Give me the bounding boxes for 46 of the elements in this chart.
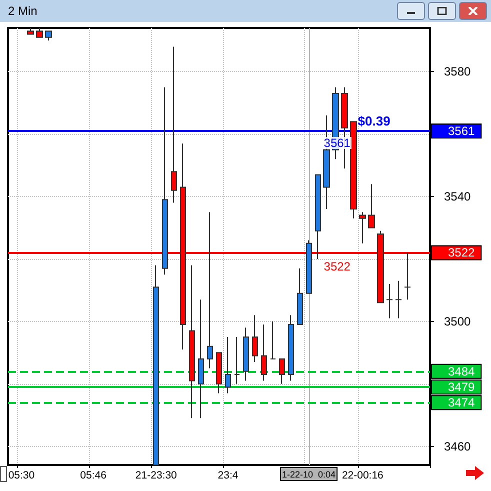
x-tick-label: 05:30 (8, 470, 35, 482)
candlestick (288, 314, 294, 382)
candlestick (350, 121, 357, 219)
ref-line-label: 3479 (448, 380, 476, 394)
y-tick-label: 3500 (444, 314, 472, 328)
ref-line-label: 3474 (448, 396, 476, 410)
candlestick (162, 86, 168, 276)
x-tick-label: 05:46 (80, 470, 107, 482)
candlestick (368, 184, 375, 228)
candlestick (189, 264, 195, 419)
candlestick (45, 30, 52, 41)
candlestick (36, 28, 43, 38)
candlestick (225, 336, 231, 394)
ref-line-label: 3484 (448, 364, 476, 378)
candlestick (315, 174, 321, 260)
candlestick (252, 314, 258, 362)
candlestick (270, 320, 276, 360)
candlestick (153, 264, 159, 466)
candlestick (279, 358, 285, 384)
y-tick-label: 3580 (444, 64, 472, 79)
candlestick (171, 46, 177, 204)
y-tick-label: 3540 (444, 190, 472, 204)
y-tick-label: 3460 (444, 439, 472, 454)
candlestick (404, 252, 411, 300)
candlestick (198, 299, 204, 419)
candlestick (359, 212, 366, 244)
text: 3522 (448, 246, 476, 260)
candlestick (297, 268, 303, 326)
candlestick (395, 280, 402, 319)
annotation: $0.39 (358, 114, 390, 129)
candlestick (216, 352, 222, 394)
candlestick (234, 336, 240, 384)
candlestick (261, 324, 267, 382)
x-tick-label: 1-22-10 0:04 (282, 470, 336, 480)
x-tick-label: 23:4 (218, 470, 238, 482)
candlestick (243, 327, 249, 382)
chart-title: 2 Min (8, 4, 38, 18)
candlestick (27, 28, 34, 35)
candlestick (306, 240, 312, 294)
candlestick (207, 212, 213, 369)
x-tick-label: 21-23:30 (135, 470, 178, 482)
ref-line-label: 3561 (324, 136, 351, 150)
ref-line-label: 3522 (324, 260, 351, 274)
text: 3561 (448, 124, 476, 138)
x-tick-label: 22-00:16 (342, 470, 384, 482)
candlestick (386, 283, 393, 319)
